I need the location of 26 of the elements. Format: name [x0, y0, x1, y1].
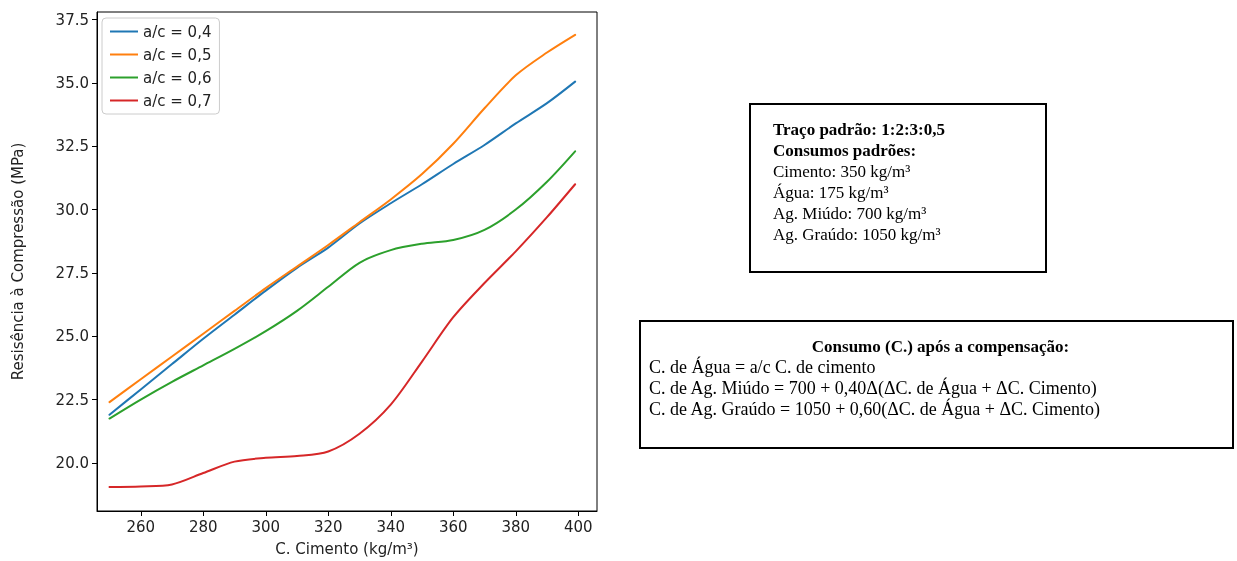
y-tick-label: 32.5 — [55, 137, 89, 156]
y-tick-label: 25.0 — [55, 327, 89, 346]
text: Traço padrão: 1:2:3:0,5 Consumos padrões: Cimento: 350 kg/m³ Água: 175 kg/m³ Ag. Miúdo: 700 kg/m³ Ag. Graúdo: 1050 kg/m³ — [773, 119, 947, 245]
line-series — [108, 150, 577, 420]
x-tick-label: 340 — [376, 517, 406, 536]
legend-label: a/c = 0,6 — [143, 68, 212, 87]
y-tick-label: 20.0 — [55, 453, 89, 472]
x-tick-label: 380 — [501, 517, 531, 536]
y-tick-label: 22.5 — [55, 390, 89, 409]
x-tick-label: 280 — [188, 517, 218, 536]
line-series — [108, 183, 577, 488]
x-tick-label: 300 — [251, 517, 281, 536]
x-axis-title: C. Cimento (kg/m³) — [275, 539, 419, 558]
legend-label: a/c = 0,4 — [143, 22, 212, 41]
y-tick-label: 35.0 — [55, 73, 89, 92]
y-axis-title: Resisência à Compressão (MPa) — [8, 142, 27, 381]
y-tick-label: 30.0 — [55, 200, 89, 219]
x-tick-label: 260 — [126, 517, 156, 536]
x-tick-label: 360 — [438, 517, 468, 536]
y-tick-label: 37.5 — [55, 10, 89, 29]
x-tick-label: 320 — [313, 517, 343, 536]
legend-label: a/c = 0,5 — [143, 45, 212, 64]
text: Consumo (C.) após a compensação: C. de Água = a/c C. de cimento C. de Ag. Miúdo = 700 + 0,40Δ(ΔC. de Água + ΔC. Cimento) C. de Ag. Graúdo = 1050 + 0,60(ΔC. de Água + ΔC. Cimento) — [649, 336, 1102, 420]
x-tick-label: 400 — [563, 517, 593, 536]
y-tick-label: 27.5 — [55, 263, 89, 282]
legend-label: a/c = 0,7 — [143, 91, 212, 110]
